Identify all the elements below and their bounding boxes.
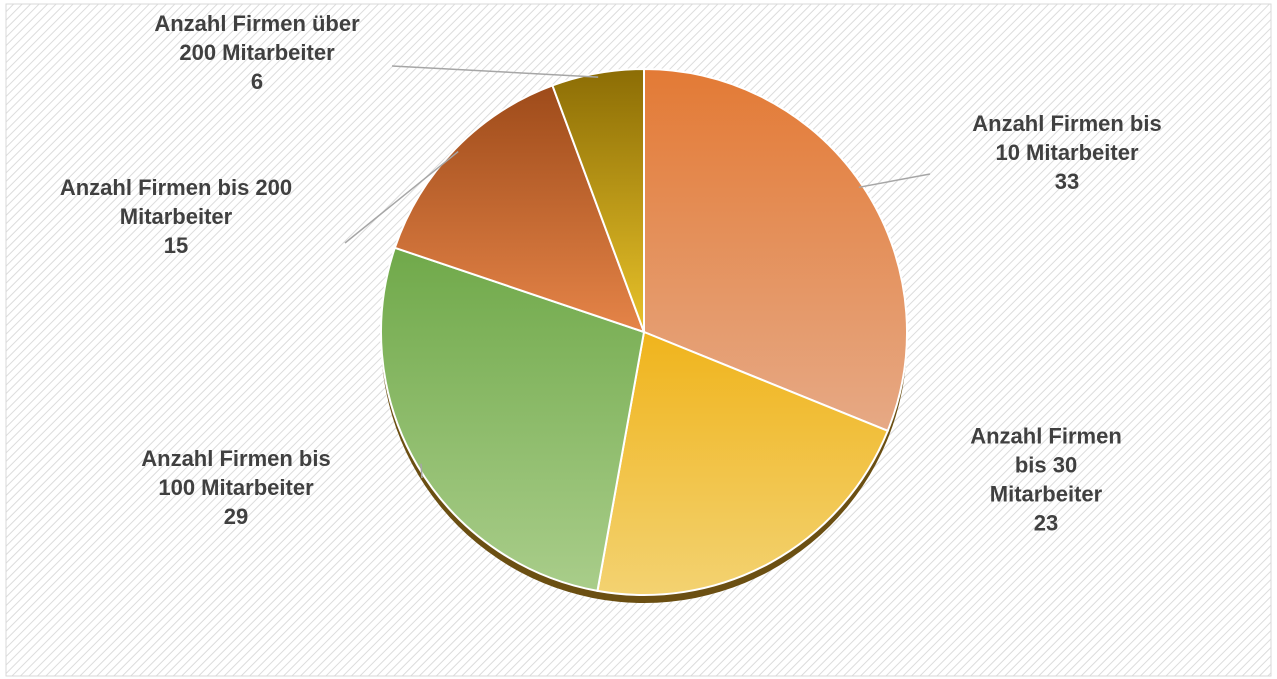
leader-line [858, 173, 931, 189]
pie-slices [380, 67, 908, 603]
slice-data-label: Anzahl Firmen bis 30 Mitarbeiter 23 [970, 424, 1122, 536]
slice-category-label: Mitarbeiter [120, 204, 233, 229]
pie-slice [380, 246, 646, 593]
slice-data-label: Anzahl Firmen bis 10 Mitarbeiter 33 [972, 111, 1161, 194]
slice-category-label: 100 Mitarbeiter [158, 475, 314, 500]
slice-value-label: 33 [1055, 169, 1079, 194]
leader-lines [344, 65, 931, 479]
slice-category-label: bis 30 [1015, 453, 1077, 478]
slice-category-label: Anzahl Firmen bis [972, 111, 1161, 136]
slice-category-label: Anzahl Firmen bis 200 [60, 175, 292, 200]
slice-value-label: 6 [251, 69, 263, 94]
pie-slice [643, 67, 908, 433]
slice-category-label: Mitarbeiter [990, 482, 1103, 507]
data-labels: Anzahl Firmen bis 10 Mitarbeiter 33Anzahl … [60, 11, 1162, 536]
slice-value-label: 15 [164, 233, 188, 258]
slice-data-label: Anzahl Firmen über 200 Mitarbeiter 6 [154, 11, 360, 94]
slice-category-label: Anzahl Firmen über [154, 11, 360, 36]
leader-line [391, 65, 599, 78]
pie-slice [393, 84, 646, 334]
slice-data-label: Anzahl Firmen bis 100 Mitarbeiter 29 [141, 446, 330, 529]
slice-category-label: Anzahl Firmen bis [141, 446, 330, 471]
pie-slice [551, 67, 645, 333]
leader-line [344, 151, 459, 244]
slice-value-label: 23 [1034, 511, 1058, 536]
slice-category-label: 200 Mitarbeiter [179, 40, 335, 65]
leader-line [420, 463, 423, 479]
slice-data-label: Anzahl Firmen bis 200 Mitarbeiter 15 [60, 175, 292, 258]
slice-category-label: 10 Mitarbeiter [995, 140, 1138, 165]
pie-slice [596, 330, 890, 596]
slice-value-label: 29 [224, 504, 248, 529]
slice-category-label: Anzahl Firmen [970, 424, 1122, 449]
